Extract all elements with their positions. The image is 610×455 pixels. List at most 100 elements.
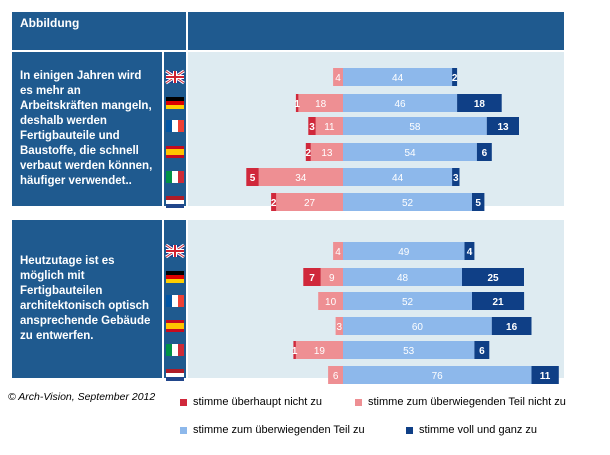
legend-swatch-not-at-all: [180, 398, 187, 406]
data-label-not-at-all: 5: [250, 173, 256, 184]
legend-item-mostly: stimme zum überwiegenden Teil zu: [180, 424, 365, 436]
data-label-fully: 11: [540, 371, 551, 382]
bar-fully: [464, 242, 475, 260]
bar-fully: [476, 143, 492, 161]
uk-flag-icon: [165, 69, 185, 85]
data-label-mostly: 49: [398, 247, 410, 258]
netherlands-flag-icon: [166, 196, 184, 208]
spain-flag-icon: [166, 146, 184, 158]
uk-flag-icon: [165, 243, 185, 259]
data-label-mostly: 60: [412, 322, 424, 333]
data-label-mostly-not: 19: [314, 346, 326, 357]
legend-label-not-at-all: stimme überhaupt nicht zu: [193, 396, 323, 408]
bar-fully: [491, 317, 532, 335]
bar-fully: [457, 94, 502, 112]
header-bar: [12, 12, 564, 50]
statement-text-2: Heutzutage ist es möglich mit Fertigbaut…: [20, 255, 151, 342]
bar-not-at-all: [308, 117, 316, 135]
data-label-fully: 6: [479, 346, 485, 357]
italy-flag-icon: [166, 171, 184, 183]
bar-not-at-all: [271, 193, 277, 211]
legend-swatch-mostly: [180, 426, 187, 434]
bar-not-at-all: [305, 143, 311, 161]
bar-fully: [472, 292, 525, 310]
data-label-mostly: 52: [402, 297, 414, 308]
bar-not-at-all: [293, 341, 296, 359]
bar-not-at-all: [303, 268, 321, 286]
data-label-mostly: 52: [402, 198, 414, 209]
data-label-mostly: 54: [404, 148, 416, 159]
data-label-not-at-all: 1: [294, 99, 300, 110]
data-label-fully: 6: [482, 148, 488, 159]
data-label-not-at-all: 7: [309, 273, 315, 284]
data-label-mostly: 48: [397, 273, 409, 284]
data-label-mostly-not: 27: [304, 198, 316, 209]
bar-fully: [452, 68, 458, 86]
bar-mostly: [343, 117, 487, 135]
data-label-mostly-not: 10: [325, 297, 337, 308]
data-label-not-at-all: 3: [309, 122, 315, 133]
data-label-mostly-not: 9: [329, 273, 335, 284]
bar-not-at-all: [295, 94, 299, 112]
data-label-fully: 21: [492, 297, 504, 308]
bar-mostly: [343, 242, 465, 260]
data-label-mostly-not: 4: [335, 73, 341, 84]
bar-fully: [486, 117, 519, 135]
bar-fully: [531, 366, 559, 384]
data-label-mostly: 53: [403, 346, 415, 357]
bar-mostly: [343, 143, 477, 161]
bar-mostly: [343, 168, 453, 186]
legend-item-mostly-not: stimme zum überwiegenden Teil nicht zu: [355, 396, 566, 408]
bar-mostly: [343, 317, 492, 335]
data-label-mostly-not: 11: [324, 122, 335, 133]
legend-label-mostly-not: stimme zum überwiegenden Teil nicht zu: [368, 396, 566, 408]
header-divider: [186, 12, 188, 50]
data-label-mostly-not: 18: [315, 99, 327, 110]
bar-mostly: [343, 268, 462, 286]
data-label-not-at-all: 1: [292, 346, 298, 357]
bar-mostly: [343, 94, 458, 112]
bar-mostly-not: [333, 68, 343, 86]
data-label-not-at-all: 2: [271, 198, 277, 209]
data-label-fully: 3: [453, 173, 459, 184]
bar-mostly: [343, 366, 532, 384]
legend-label-fully: stimme voll und ganz zu: [419, 424, 537, 436]
statement-panel-2: Heutzutage ist es möglich mit Fertigbaut…: [12, 220, 162, 378]
data-label-mostly-not: 6: [333, 371, 339, 382]
germany-flag-icon: [166, 271, 184, 283]
data-label-mostly: 76: [432, 371, 444, 382]
data-label-fully: 25: [487, 273, 499, 284]
data-label-mostly-not: 3: [337, 322, 343, 333]
germany-flag-icon: [166, 97, 184, 109]
bar-mostly: [343, 68, 453, 86]
data-label-fully: 4: [467, 247, 473, 258]
data-label-fully: 2: [452, 73, 458, 84]
bar-mostly-not: [318, 292, 343, 310]
statement-text-1: In einigen Jahren wird es mehr an Arbeit…: [20, 70, 153, 187]
bar-fully: [452, 168, 460, 186]
italy-flag-icon: [166, 344, 184, 356]
france-flag-icon: [166, 120, 184, 132]
legend-swatch-mostly-not: [355, 398, 362, 406]
legend-label-mostly: stimme zum überwiegenden Teil zu: [193, 424, 365, 436]
page-title: Abbildung: [20, 16, 80, 30]
bar-mostly-not: [295, 341, 343, 359]
statement-panel-1: In einigen Jahren wird es mehr an Arbeit…: [12, 52, 162, 206]
bar-mostly-not: [315, 117, 343, 135]
bar-mostly-not: [276, 193, 343, 211]
france-flag-icon: [166, 295, 184, 307]
bar-mostly-not: [320, 268, 343, 286]
bar-mostly-not: [328, 366, 343, 384]
data-label-fully: 18: [474, 99, 486, 110]
data-label-fully: 5: [475, 198, 481, 209]
legend-swatch-fully: [406, 426, 413, 434]
data-label-mostly-not: 13: [321, 148, 333, 159]
legend-item-fully: stimme voll und ganz zu: [406, 424, 537, 436]
data-label-mostly: 46: [394, 99, 406, 110]
bar-fully: [474, 341, 490, 359]
data-label-mostly-not: 34: [295, 173, 307, 184]
credit-text: © Arch-Vision, September 2012: [8, 391, 156, 403]
data-label-fully: 16: [506, 322, 518, 333]
bar-fully: [462, 268, 524, 286]
